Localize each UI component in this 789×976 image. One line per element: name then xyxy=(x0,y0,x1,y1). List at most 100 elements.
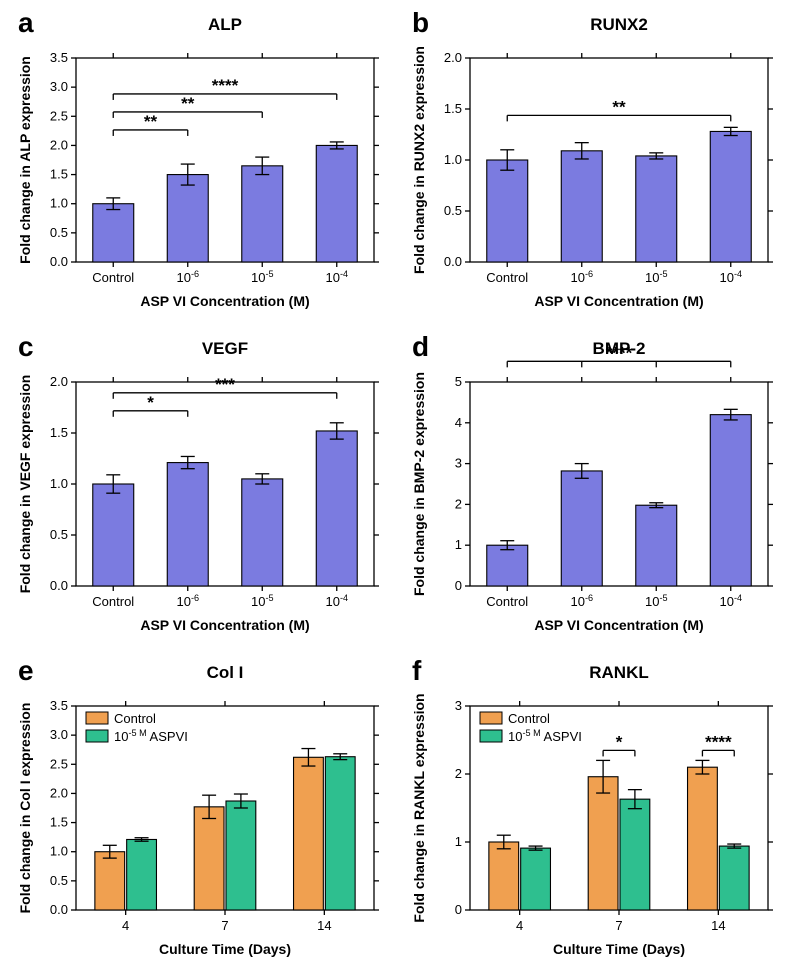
svg-text:Control: Control xyxy=(92,594,134,609)
svg-text:e: e xyxy=(18,655,34,686)
svg-text:Control: Control xyxy=(114,711,156,726)
panel-a: a ALP 0.0 0.5 1.0 1.5 2.0 2.5 3.0 3.5 Fold change … xyxy=(8,2,388,322)
svg-text:Control: Control xyxy=(508,711,550,726)
svg-text:c: c xyxy=(18,331,34,362)
svg-text:1.0: 1.0 xyxy=(50,844,68,859)
svg-text:****: **** xyxy=(705,732,732,751)
svg-text:10-6: 10-6 xyxy=(570,269,593,285)
svg-text:2.0: 2.0 xyxy=(50,785,68,800)
svg-text:10-6: 10-6 xyxy=(570,593,593,609)
svg-text:10-4: 10-4 xyxy=(325,269,348,285)
panel-f: fRANKL0123Fold change in RANKL expressio… xyxy=(402,650,782,970)
svg-text:ASP VI Concentration (M): ASP VI Concentration (M) xyxy=(140,617,309,633)
svg-text:7: 7 xyxy=(615,918,622,933)
panel-d: dBMP-2012345Fold change in BMP-2 express… xyxy=(402,326,782,646)
svg-text:1.5: 1.5 xyxy=(50,425,68,440)
svg-text:0: 0 xyxy=(455,578,462,593)
svg-text:10-5: 10-5 xyxy=(251,593,274,609)
svg-text:ASP VI Concentration (M): ASP VI Concentration (M) xyxy=(534,617,703,633)
svg-text:RUNX2: RUNX2 xyxy=(590,15,648,34)
svg-text:14: 14 xyxy=(711,918,725,933)
panel-e: e Col I 0.0 0.5 1.0 1.5 2.0 2.5 3.0 3.5 Fold chang… xyxy=(8,650,388,970)
svg-text:2: 2 xyxy=(455,496,462,511)
svg-text:Col I: Col I xyxy=(207,663,244,682)
svg-text:4: 4 xyxy=(516,918,523,933)
svg-text:10-4: 10-4 xyxy=(719,269,742,285)
svg-text:Fold change in Col I expressio: Fold change in Col I expression xyxy=(17,703,33,914)
svg-text:1: 1 xyxy=(455,834,462,849)
svg-text:**: ** xyxy=(144,112,158,131)
svg-text:4: 4 xyxy=(122,918,129,933)
svg-text:10-6: 10-6 xyxy=(176,269,199,285)
svg-text:0.5: 0.5 xyxy=(50,527,68,542)
svg-text:Fold change in RUNX2 expressio: Fold change in RUNX2 expression xyxy=(411,46,427,274)
svg-text:0.0: 0.0 xyxy=(50,254,68,269)
svg-text:1.0: 1.0 xyxy=(50,196,68,211)
svg-text:Fold change in ALP expression: Fold change in ALP expression xyxy=(17,56,33,264)
panel-b: b RUNX2 0.0 0.5 1.0 1.5 2.0 Fold change in RUNX… xyxy=(402,2,782,322)
svg-text:b: b xyxy=(412,7,429,38)
svg-text:*: * xyxy=(616,732,623,751)
svg-text:d: d xyxy=(412,331,429,362)
svg-text:1.0: 1.0 xyxy=(444,152,462,167)
svg-text:10-5: 10-5 xyxy=(645,593,668,609)
svg-text:3.5: 3.5 xyxy=(50,698,68,713)
svg-text:1.0: 1.0 xyxy=(50,476,68,491)
svg-text:a: a xyxy=(18,7,34,38)
svg-text:10-5 M ASPVI: 10-5 M ASPVI xyxy=(114,728,188,744)
svg-text:2: 2 xyxy=(455,766,462,781)
svg-text:0.0: 0.0 xyxy=(444,254,462,269)
svg-text:0.0: 0.0 xyxy=(50,902,68,917)
svg-text:Culture Time (Days): Culture Time (Days) xyxy=(159,941,291,957)
svg-text:2.0: 2.0 xyxy=(50,374,68,389)
svg-text:1: 1 xyxy=(455,537,462,552)
svg-text:0: 0 xyxy=(455,902,462,917)
svg-text:10-4: 10-4 xyxy=(719,593,742,609)
svg-text:RANKL: RANKL xyxy=(589,663,649,682)
panel-c: c VEGF 0.0 0.5 1.0 1.5 2.0 Fold change in VEGF … xyxy=(8,326,388,646)
svg-text:10-6: 10-6 xyxy=(176,593,199,609)
svg-text:3.5: 3.5 xyxy=(50,50,68,65)
svg-text:0.0: 0.0 xyxy=(50,578,68,593)
svg-text:****: **** xyxy=(606,343,633,362)
svg-text:VEGF: VEGF xyxy=(202,339,248,358)
svg-text:3.0: 3.0 xyxy=(50,727,68,742)
svg-text:2.5: 2.5 xyxy=(50,756,68,771)
figure-root: a ALP 0.0 0.5 1.0 1.5 2.0 2.5 3.0 3.5 Fold change … xyxy=(0,0,789,976)
svg-text:ASP VI Concentration (M): ASP VI Concentration (M) xyxy=(140,293,309,309)
svg-text:4: 4 xyxy=(455,415,462,430)
svg-text:0.5: 0.5 xyxy=(444,203,462,218)
svg-text:Control: Control xyxy=(92,270,134,285)
svg-text:ALP: ALP xyxy=(208,15,242,34)
svg-text:10-5: 10-5 xyxy=(645,269,668,285)
svg-text:3.0: 3.0 xyxy=(50,79,68,94)
svg-text:10-5: 10-5 xyxy=(251,269,274,285)
svg-text:1.5: 1.5 xyxy=(50,815,68,830)
svg-text:1.5: 1.5 xyxy=(444,101,462,116)
svg-text:ASP VI Concentration (M): ASP VI Concentration (M) xyxy=(534,293,703,309)
svg-text:Fold change in BMP-2 expressio: Fold change in BMP-2 expression xyxy=(411,372,427,596)
svg-text:3: 3 xyxy=(455,456,462,471)
svg-text:**: ** xyxy=(181,94,195,113)
svg-text:****: **** xyxy=(212,76,239,95)
svg-text:5: 5 xyxy=(455,374,462,389)
svg-text:2.5: 2.5 xyxy=(50,108,68,123)
svg-text:*: * xyxy=(147,393,154,412)
svg-text:Control: Control xyxy=(486,594,528,609)
svg-text:0.5: 0.5 xyxy=(50,873,68,888)
svg-text:0.5: 0.5 xyxy=(50,225,68,240)
svg-text:3: 3 xyxy=(455,698,462,713)
svg-text:10-5 M ASPVI: 10-5 M ASPVI xyxy=(508,728,582,744)
svg-text:Control: Control xyxy=(486,270,528,285)
svg-text:Culture Time (Days): Culture Time (Days) xyxy=(553,941,685,957)
svg-text:f: f xyxy=(412,655,422,686)
svg-text:1.5: 1.5 xyxy=(50,167,68,182)
svg-text:2.0: 2.0 xyxy=(444,50,462,65)
svg-text:Fold change in VEGF expression: Fold change in VEGF expression xyxy=(17,375,33,594)
svg-text:14: 14 xyxy=(317,918,331,933)
svg-text:7: 7 xyxy=(221,918,228,933)
svg-text:***: *** xyxy=(215,375,235,394)
svg-text:2.0: 2.0 xyxy=(50,137,68,152)
svg-text:10-4: 10-4 xyxy=(325,593,348,609)
svg-text:**: ** xyxy=(612,97,626,116)
